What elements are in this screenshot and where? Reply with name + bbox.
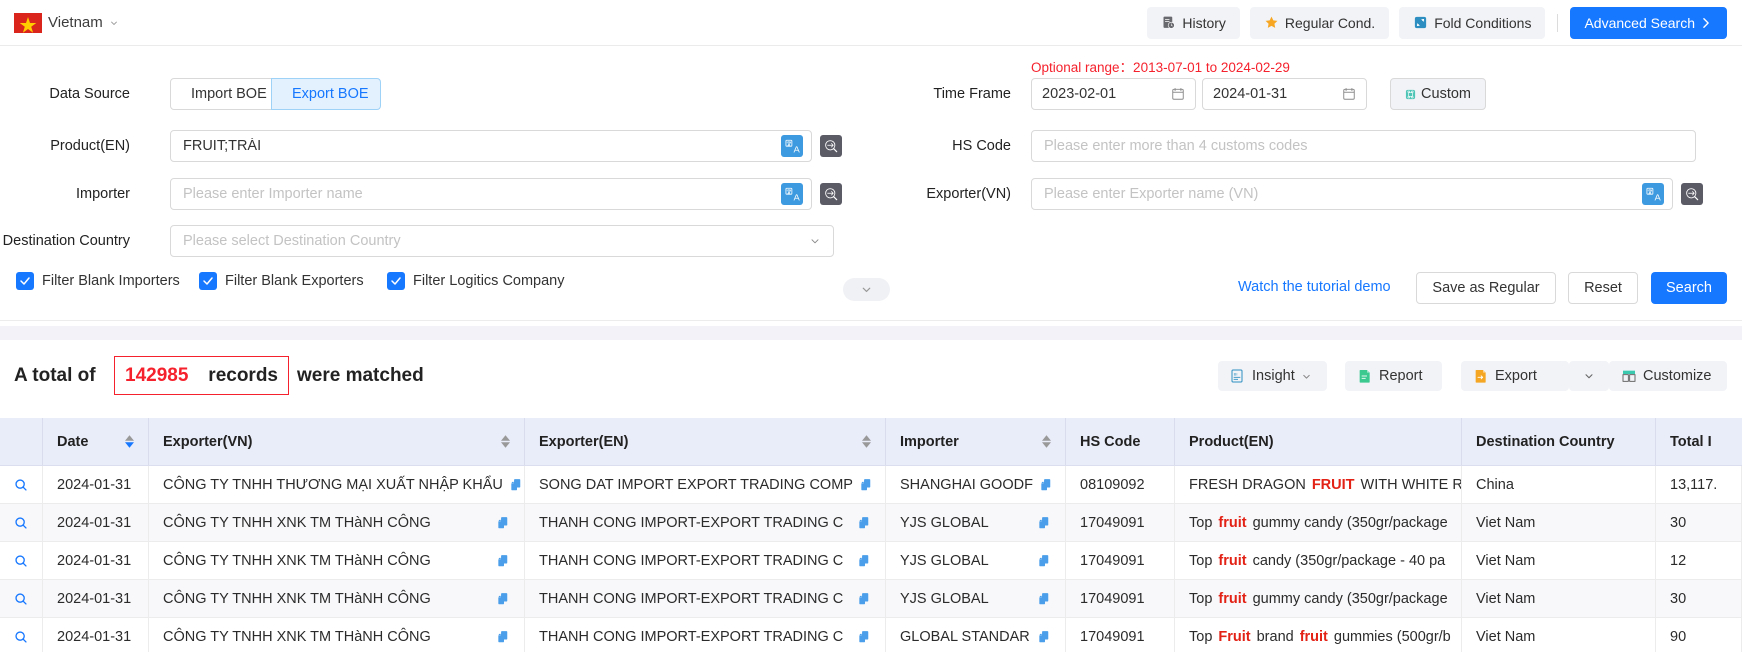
svg-text:BI: BI [1234, 371, 1238, 376]
